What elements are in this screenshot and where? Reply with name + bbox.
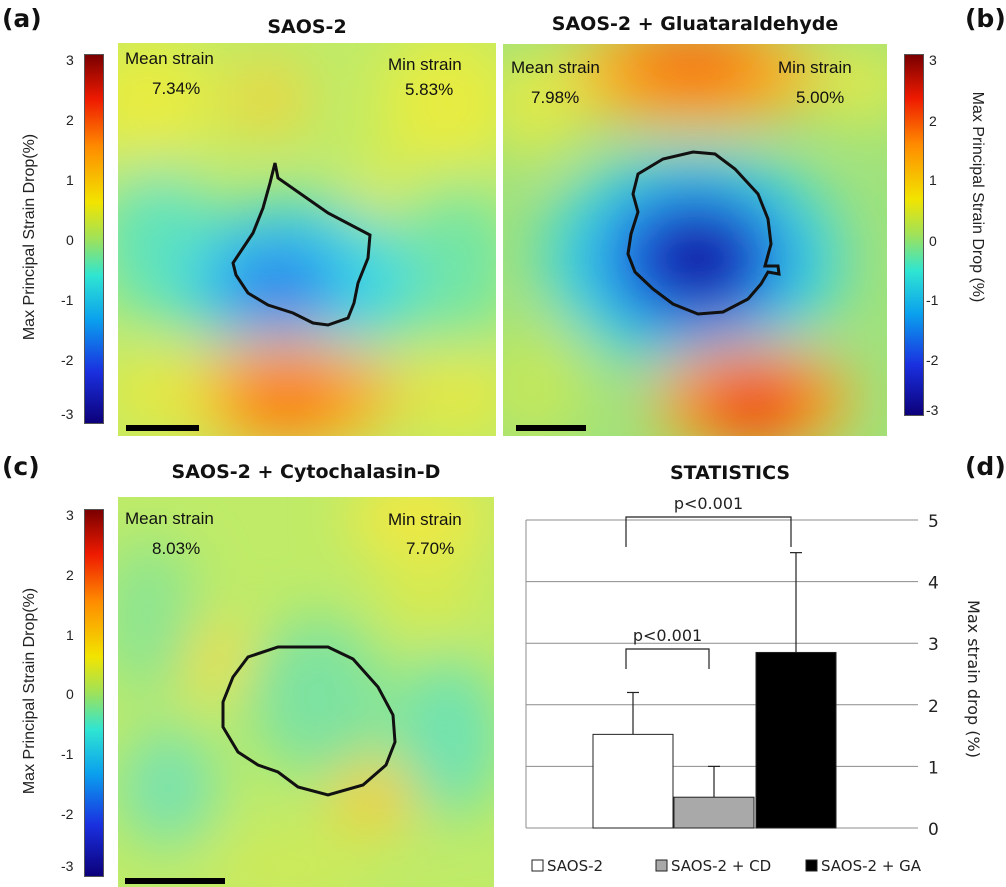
chart-legend-swatch [655,859,668,872]
chart-legend: SAOS-2 SAOS-2 + CD SAOS-2 + GA [531,857,922,875]
panel-a-cell-outline [231,162,372,327]
panel-a-min-value: 5.83% [405,80,454,99]
chart-y-tick-label: 3 [928,635,939,655]
panel-c-colorbar-tick: -3 [61,858,74,874]
chart-bar [755,651,837,829]
chart-y-tick-label: 5 [928,512,939,532]
panel-b-scale-bar [516,425,586,431]
panel-b-label: (b) [965,4,1006,33]
panel-a-colorbar-tick: -2 [61,352,74,368]
chart-y-tick-label: 4 [928,574,939,594]
chart-legend-label: SAOS-2 [547,857,603,875]
panel-b-min-value: 5.00% [796,88,845,107]
panel-a-colorbar [84,54,104,424]
panel-c-title: SAOS-2 + Cytochalasin-D [171,461,441,483]
chart-bars [592,651,837,829]
panel-c-label: (c) [2,452,40,481]
panel-c-colorbar-tick: 1 [66,627,74,643]
panel-a-mean-value: 7.34% [152,79,201,98]
chart-significance-label: p<0.001 [674,494,743,513]
chart-y-ticks: 0 1 2 3 4 5 [928,512,939,840]
panel-a-label: (a) [2,4,42,33]
panel-c-mean-value: 8.03% [152,539,201,558]
panel-b-colorbar-tick: -2 [926,352,939,368]
chart-legend-swatch [531,859,544,872]
panel-b-colorbar [904,54,924,416]
panel-c-colorbar-tick: 2 [66,567,74,583]
chart-legend-swatch [805,859,818,872]
panel-b-mean-label: Mean strain [511,58,600,77]
chart-grid [525,519,918,829]
chart-significance: p<0.001 p<0.001 [625,494,792,669]
panel-b-title: SAOS-2 + Gluataraldehyde [551,13,839,35]
panel-a-heatmap [118,43,496,436]
panel-b-colorbar-tick: 2 [929,113,937,129]
statistics-chart: STATISTICS p<0.001 p<0.001 0 1 2 3 4 5 Max str… [525,462,983,875]
panel-c-colorbar-title: Max Principal Strain Drop(%) [21,587,38,795]
panel-b-colorbar-tick: -1 [926,292,939,308]
chart-significance-label: p<0.001 [633,626,702,645]
panel-a-strain-map: Mean strain 7.34% Min strain 5.83% [118,43,496,436]
panel-a-colorbar-title: Max Principal Strain Drop(%) [21,133,38,341]
chart-legend-label: SAOS-2 + CD [671,857,771,875]
chart-significance-bracket [625,648,710,669]
panel-b-mean-value: 7.98% [531,88,580,107]
chart-error-bars [627,552,802,798]
panel-a-colorbar-tick: -1 [61,292,74,308]
panel-b-colorbar-title: Max Principal Strain Drop (%) [969,91,986,303]
panel-a-colorbar-tick: -3 [61,406,74,422]
panel-c-colorbar-tick: 3 [66,507,74,523]
panel-c-colorbar-tick: -2 [61,806,74,822]
panel-c-min-label: Min strain [388,510,462,529]
panel-a-min-label: Min strain [388,55,462,74]
panel-c-heatmap [118,497,494,887]
panel-d-label: (d) [965,452,1006,481]
chart-y-axis-label: Max strain drop (%) [964,600,983,758]
chart-y-tick-label: 1 [928,758,939,778]
panel-a-colorbar-tick: 2 [66,112,74,128]
chart-bar [592,733,674,829]
panel-c-colorbar-tick: -1 [61,746,74,762]
panel-b-colorbar-tick: -3 [926,402,939,418]
panel-c-colorbar-tick: 0 [66,686,74,702]
panel-c-colorbar [84,509,104,877]
panel-c-min-value: 7.70% [406,539,455,558]
chart-significance-bracket [625,516,792,547]
panel-a-colorbar-tick: 1 [66,172,74,188]
panel-b-cell-outline [626,150,781,316]
panel-c-scale-bar [125,878,225,884]
panel-b-strain-map: Mean strain 7.98% Min strain 5.00% [503,44,887,436]
panel-c-cell-outline [221,645,397,797]
chart-legend-label: SAOS-2 + GA [821,857,922,875]
chart-y-tick-label: 2 [928,697,939,717]
panel-a-colorbar-tick: 0 [66,232,74,248]
panel-a-colorbar-tick: 3 [66,52,74,68]
panel-c-mean-label: Mean strain [125,509,214,528]
panel-a-title: SAOS-2 [267,16,347,38]
panel-b-colorbar-tick: 1 [929,172,937,188]
panel-c-strain-map: Mean strain 8.03% Min strain 7.70% [118,497,494,887]
panel-b-colorbar-tick: 0 [929,233,937,249]
panel-b-colorbar-tick: 3 [929,52,937,68]
chart-y-tick-label: 0 [928,820,939,840]
panel-a-scale-bar [126,425,199,431]
panel-a-mean-label: Mean strain [125,49,214,68]
panel-b-min-label: Min strain [778,58,852,77]
panel-b-heatmap [503,44,887,436]
chart-title: STATISTICS [670,462,790,484]
chart-bar [673,796,755,829]
